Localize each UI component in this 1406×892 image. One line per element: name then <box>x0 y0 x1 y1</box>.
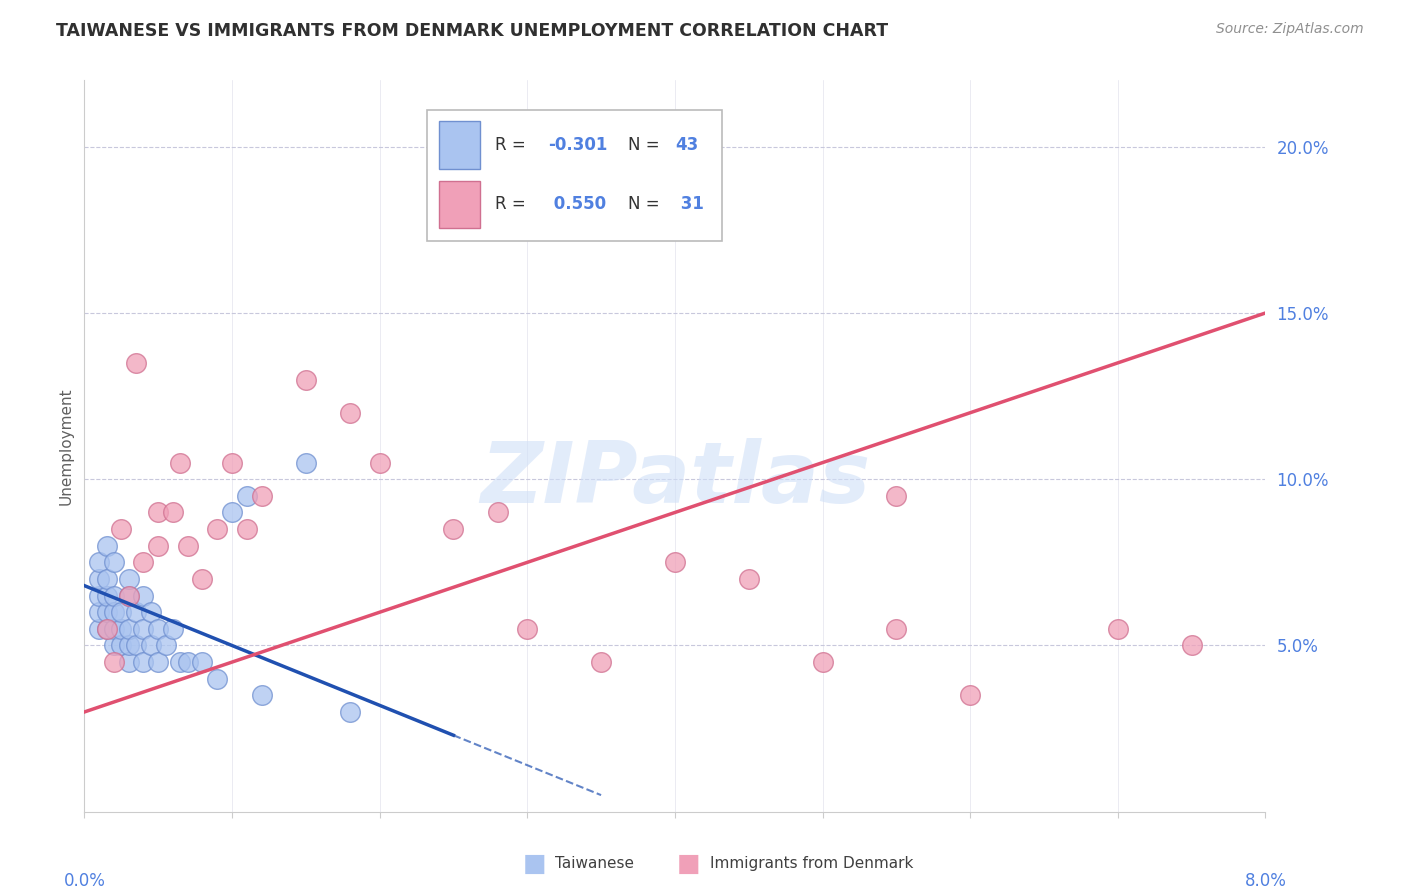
Point <box>139 639 162 653</box>
Point <box>139 605 162 619</box>
Point <box>125 605 148 619</box>
Point <box>162 622 184 636</box>
Point <box>110 605 132 619</box>
Point <box>125 639 148 653</box>
Point <box>148 622 170 636</box>
Point <box>155 639 177 653</box>
Point <box>118 572 141 586</box>
Point <box>177 539 200 553</box>
Point <box>205 672 228 686</box>
Point <box>339 406 361 420</box>
Point <box>118 622 141 636</box>
Point <box>441 522 464 536</box>
Text: 0.0%: 0.0% <box>63 871 105 889</box>
Point <box>89 605 111 619</box>
Point <box>110 622 132 636</box>
Point <box>191 655 214 669</box>
Point <box>591 655 613 669</box>
Point <box>118 589 141 603</box>
Point <box>96 589 118 603</box>
Point <box>103 555 125 569</box>
Point <box>1107 622 1129 636</box>
Point <box>103 639 125 653</box>
Text: ZIPatlas: ZIPatlas <box>479 438 870 521</box>
Text: Taiwanese: Taiwanese <box>555 856 634 871</box>
Point <box>132 589 155 603</box>
Point <box>96 622 118 636</box>
Point <box>89 555 111 569</box>
Point <box>162 506 184 520</box>
Point <box>110 639 132 653</box>
Point <box>295 372 318 386</box>
Point <box>89 622 111 636</box>
Point <box>236 489 259 503</box>
Point <box>250 489 273 503</box>
Point <box>191 572 214 586</box>
Point <box>886 489 908 503</box>
Point <box>221 506 243 520</box>
Point <box>959 689 981 703</box>
Point <box>236 522 259 536</box>
Point <box>132 655 155 669</box>
Point <box>89 589 111 603</box>
Point <box>110 522 132 536</box>
Point <box>169 655 191 669</box>
Point <box>96 572 118 586</box>
Point <box>738 572 761 586</box>
Point <box>118 639 141 653</box>
Point <box>132 555 155 569</box>
Point <box>103 605 125 619</box>
Point <box>368 456 391 470</box>
Point <box>148 655 170 669</box>
Point <box>295 456 318 470</box>
Point <box>103 655 125 669</box>
Point <box>205 522 228 536</box>
Text: 8.0%: 8.0% <box>1244 871 1286 889</box>
Point <box>339 705 361 719</box>
Point <box>103 622 125 636</box>
Point <box>125 356 148 370</box>
Point <box>516 622 538 636</box>
Text: TAIWANESE VS IMMIGRANTS FROM DENMARK UNEMPLOYMENT CORRELATION CHART: TAIWANESE VS IMMIGRANTS FROM DENMARK UNE… <box>56 22 889 40</box>
Point <box>96 605 118 619</box>
Text: Immigrants from Denmark: Immigrants from Denmark <box>710 856 914 871</box>
Point <box>169 456 191 470</box>
Point <box>96 622 118 636</box>
Text: ■: ■ <box>678 852 700 875</box>
Point <box>103 589 125 603</box>
Point <box>132 622 155 636</box>
Text: Source: ZipAtlas.com: Source: ZipAtlas.com <box>1216 22 1364 37</box>
Point <box>96 539 118 553</box>
Point <box>664 555 686 569</box>
Point <box>221 456 243 470</box>
Point <box>886 622 908 636</box>
Point <box>148 506 170 520</box>
Point <box>148 539 170 553</box>
Point <box>1181 639 1204 653</box>
Y-axis label: Unemployment: Unemployment <box>58 387 73 505</box>
Point <box>118 589 141 603</box>
Point <box>486 506 509 520</box>
Point <box>89 572 111 586</box>
Text: ■: ■ <box>523 852 546 875</box>
Point <box>250 689 273 703</box>
Point <box>118 655 141 669</box>
Point <box>811 655 834 669</box>
Point <box>177 655 200 669</box>
